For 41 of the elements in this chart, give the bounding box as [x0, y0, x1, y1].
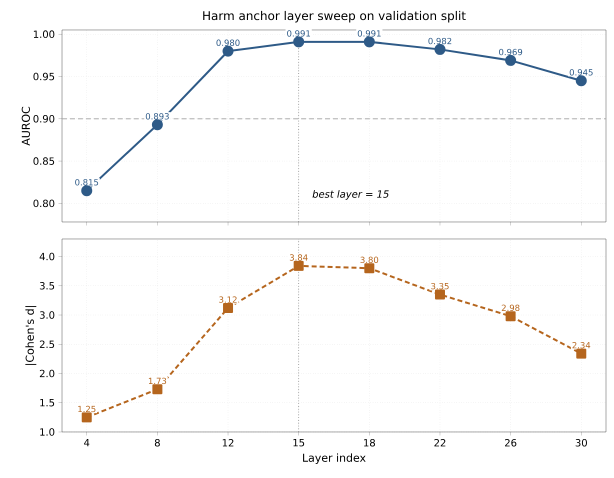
- x-axis-title: Layer index: [303, 453, 366, 464]
- data-label: 0.980: [216, 40, 240, 46]
- data-label: 0.815: [75, 179, 98, 186]
- x-tick-label: 26: [505, 438, 516, 447]
- data-label: 3.80: [360, 256, 378, 264]
- data-label: 2.98: [502, 304, 520, 311]
- y-axis-title: |Cohen's d|: [25, 306, 36, 365]
- data-label: 0.969: [499, 48, 522, 56]
- y-tick-label: 0.85: [33, 157, 54, 165]
- x-tick-label: 18: [364, 438, 375, 447]
- x-tick-label: 12: [222, 438, 234, 446]
- y-tick-label: 2.0: [40, 370, 54, 378]
- x-tick-label: 4: [84, 439, 90, 446]
- y-tick-label: 1.0: [40, 428, 54, 436]
- data-label: 0.945: [570, 69, 593, 76]
- y-tick-label: 2.5: [40, 340, 54, 348]
- x-tick-label: 30: [576, 438, 587, 447]
- y-tick-label: 1.00: [34, 30, 54, 38]
- data-label: 1.25: [78, 406, 96, 412]
- data-label: 3.35: [431, 282, 449, 290]
- y-tick-label: 3.0: [40, 311, 54, 319]
- data-label: 3.12: [219, 296, 237, 303]
- x-tick-label: 15: [293, 439, 304, 446]
- data-label: 0.982: [428, 38, 452, 44]
- data-label: 0.893: [146, 113, 169, 120]
- y-tick-label: 0.95: [33, 72, 54, 80]
- data-label: 0.991: [358, 30, 381, 37]
- x-tick-label: 22: [434, 438, 446, 446]
- y-tick-label: 3.5: [40, 282, 54, 290]
- x-tick-label: 8: [154, 438, 160, 447]
- chart-title: Harm anchor layer sweep on validation split: [203, 10, 466, 22]
- y-tick-label: 0.80: [33, 200, 54, 208]
- data-label: 0.991: [287, 30, 310, 37]
- data-label: 2.34: [572, 342, 590, 348]
- data-label: 1.73: [148, 378, 166, 384]
- y-tick-label: 1.5: [40, 399, 54, 406]
- data-label: 3.84: [290, 254, 308, 261]
- y-axis-title: AUROC: [22, 106, 30, 146]
- y-tick-label: 4.0: [40, 252, 54, 260]
- y-tick-label: 0.90: [33, 115, 54, 123]
- annotation: best layer = 15: [312, 190, 389, 200]
